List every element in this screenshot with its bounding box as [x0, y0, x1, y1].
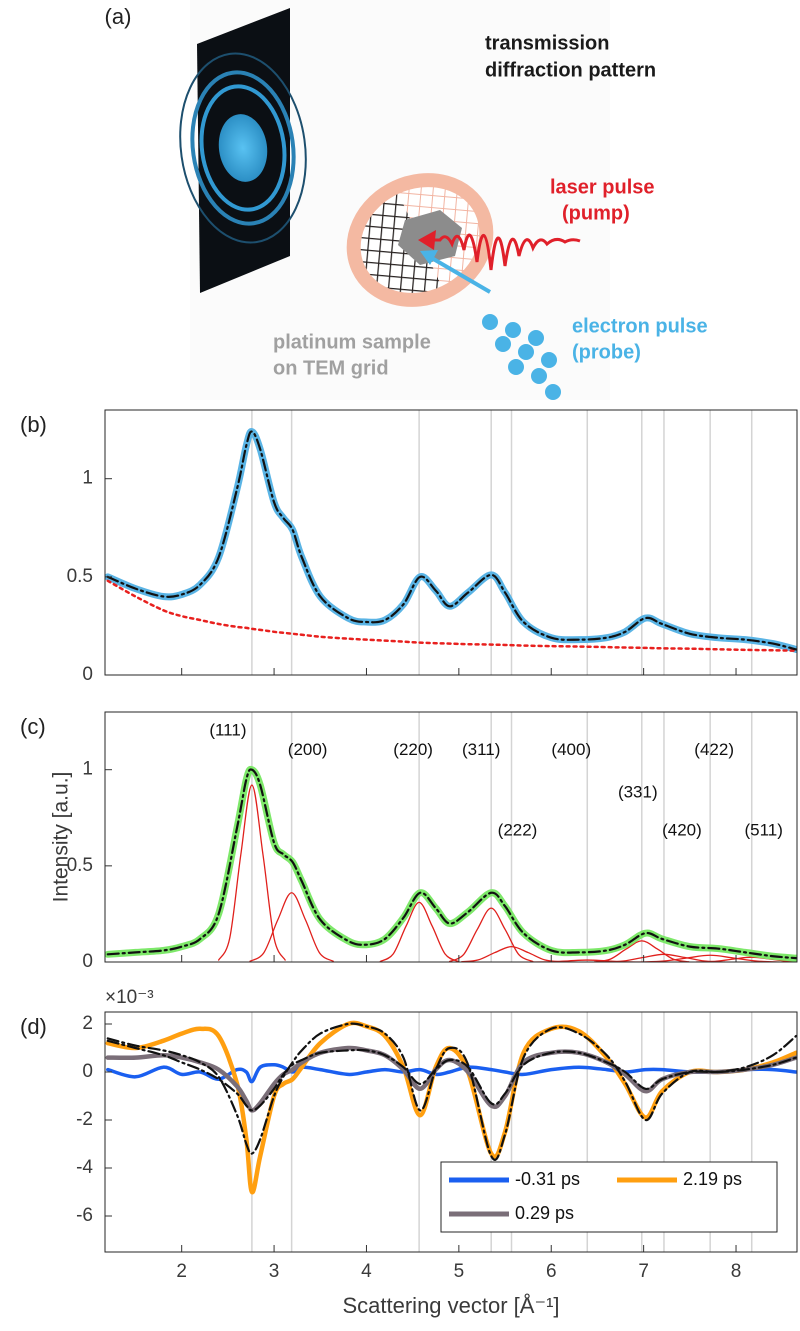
reflection-label: (420) — [662, 821, 702, 840]
x-tick-label: 7 — [638, 1261, 649, 1282]
panel: (c) 0 0.5 1 (111) (200) (220) (311) (222) (400) (3… — [20, 711, 798, 972]
laser-label: laser pulse — [550, 176, 655, 198]
pattern-label: diffraction pattern — [485, 59, 656, 81]
fit-line — [106, 1022, 797, 1161]
component-peak — [217, 784, 286, 961]
x-tick-label: 4 — [361, 1261, 372, 1282]
panel: (b) 0 0.5 1 — [20, 409, 798, 685]
reflection-label: (111) — [209, 721, 246, 740]
laser-pulse — [425, 233, 581, 271]
reflection-label: (511) — [745, 821, 783, 840]
fit-line — [106, 1039, 797, 1112]
y-tick-label: -4 — [76, 1157, 93, 1178]
plot-area — [105, 410, 797, 675]
plot-area — [105, 1012, 797, 1252]
sample-label: on TEM grid — [273, 357, 389, 379]
legend-label: 0.29 ps — [515, 1203, 574, 1223]
axes-frame — [104, 711, 798, 963]
x-axis-label: Scattering vector [Å⁻¹] — [342, 1293, 559, 1318]
reflection-label: (400) — [551, 740, 591, 759]
axes-frame — [104, 409, 798, 676]
panel-label: (c) — [20, 714, 46, 739]
component-peak — [460, 945, 563, 962]
y-axis-label: Intensity [a.u.] — [50, 772, 73, 903]
panel: (d) -6 -4 -2 0 2 2 3 4 5 6 7 8 ×10⁻³ Scattering vector… — [20, 987, 798, 1318]
y-multiplier: ×10⁻³ — [105, 987, 154, 1008]
component-peak — [695, 956, 797, 962]
diffraction-rings — [179, 52, 307, 244]
y-tick-label: 0.5 — [67, 566, 93, 587]
component-peak — [379, 901, 459, 962]
y-tick-label: 2 — [82, 1013, 93, 1034]
panel-label: (a) — [105, 4, 132, 29]
y-tick-label: 0 — [82, 951, 93, 972]
legend: -0.31 ps 2.19 ps 0.29 ps — [440, 1161, 778, 1233]
legend-label: 2.19 ps — [683, 1169, 742, 1189]
electron-label: electron pulse — [572, 315, 708, 337]
y-tick-label: 0.5 — [67, 855, 93, 876]
reflection-label: (422) — [694, 740, 734, 759]
laser-arrow — [418, 230, 436, 250]
y-tick-label: -6 — [76, 1205, 93, 1226]
panel-a: (a) transmission diffraction pattern las… — [105, 0, 708, 400]
panel-label: (b) — [20, 412, 47, 437]
y-tick-label: 0 — [82, 1061, 93, 1082]
series-line — [106, 579, 797, 652]
y-tick-label: 1 — [82, 468, 93, 489]
reflection-label: (311) — [462, 740, 500, 759]
series-line — [106, 430, 797, 651]
plot-area — [105, 712, 797, 962]
series-line — [105, 1045, 797, 1113]
x-tick-label: 3 — [269, 1261, 280, 1282]
reflection-label: (200) — [288, 740, 328, 759]
component-peak — [602, 953, 726, 962]
reflection-label: (331) — [618, 782, 658, 801]
axes-frame — [104, 1011, 798, 1253]
component-peak — [249, 892, 334, 962]
laser-label: (pump) — [562, 202, 630, 224]
component-peak — [594, 940, 690, 962]
electron-label: (probe) — [572, 341, 641, 363]
y-tick-label: 0 — [82, 664, 93, 685]
y-tick-label: 1 — [82, 759, 93, 780]
x-tick-label: 8 — [731, 1261, 742, 1282]
reflection-label: (220) — [393, 740, 433, 759]
electron-pulse — [482, 314, 561, 400]
electron-arrow — [428, 255, 492, 294]
component-peak — [448, 907, 534, 962]
y-tick-label: -2 — [76, 1109, 93, 1130]
x-tick-label: 2 — [176, 1261, 187, 1282]
reflection-label: (222) — [498, 821, 538, 840]
panel-label: (d) — [20, 1014, 47, 1039]
legend-box — [440, 1161, 778, 1233]
component-peak — [640, 954, 781, 962]
x-tick-label: 6 — [546, 1261, 557, 1282]
pattern-label: transmission — [485, 32, 609, 54]
electron-arrow-head — [420, 250, 438, 265]
sample-label: platinum sample — [273, 331, 431, 353]
x-tick-label: 5 — [454, 1261, 465, 1282]
fit-line — [106, 768, 797, 960]
legend-label: -0.31 ps — [515, 1169, 580, 1189]
series-line — [105, 428, 797, 653]
